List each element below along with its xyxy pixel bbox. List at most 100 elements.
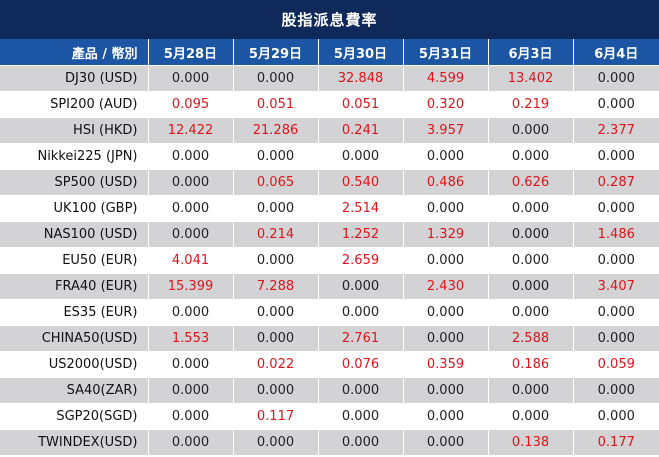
rate-cell: 0.000 [318, 273, 404, 300]
rate-cell: 3.407 [573, 273, 659, 300]
rate-cell: 0.000 [318, 143, 404, 170]
table-row: SP500 (USD) 0.000 0.065 0.540 0.486 0.626 0.28… [0, 169, 659, 196]
rate-cell: 0.000 [233, 377, 319, 404]
product-cell: ES35 (EUR) [0, 299, 149, 326]
rate-cell: 0.000 [233, 65, 319, 92]
rate-cell: 13.402 [488, 65, 574, 92]
column-header-date: 5月31日 [403, 39, 489, 66]
rate-cell: 0.000 [573, 299, 659, 326]
table-body: DJ30 (USD) 0.000 0.000 32.848 4.599 13.402 0.0… [0, 65, 659, 455]
table-row: EU50 (EUR) 4.041 0.000 2.659 0.000 0.000 0.000 [0, 247, 659, 274]
rate-cell: 2.514 [318, 195, 404, 222]
table-row: ES35 (EUR) 0.000 0.000 0.000 0.000 0.000 0.000 [0, 299, 659, 326]
rate-cell: 0.214 [233, 221, 319, 248]
rate-cell: 1.329 [403, 221, 489, 248]
product-cell: US2000(USD) [0, 351, 149, 378]
rate-cell: 0.000 [403, 429, 489, 455]
rate-cell: 0.000 [488, 273, 574, 300]
rate-cell: 0.051 [318, 91, 404, 118]
rate-cell: 0.051 [233, 91, 319, 118]
rate-cell: 0.000 [318, 429, 404, 455]
rate-cell: 0.000 [318, 299, 404, 326]
rate-cell: 0.000 [403, 403, 489, 430]
table-row: SGP20(SGD) 0.000 0.117 0.000 0.000 0.000 0.000 [0, 403, 659, 430]
rate-cell: 0.000 [148, 299, 234, 326]
rate-cell: 0.000 [233, 247, 319, 274]
rate-cell: 0.000 [403, 143, 489, 170]
rate-cell: 0.000 [318, 403, 404, 430]
product-cell: NAS100 (USD) [0, 221, 149, 248]
rate-cell: 0.000 [488, 195, 574, 222]
rate-cell: 0.000 [148, 429, 234, 455]
rate-cell: 0.000 [573, 65, 659, 92]
rate-cell: 0.000 [148, 403, 234, 430]
rate-cell: 0.000 [573, 143, 659, 170]
rate-cell: 0.000 [233, 325, 319, 352]
rate-cell: 0.076 [318, 351, 404, 378]
rate-cell: 0.000 [233, 299, 319, 326]
rate-cell: 0.287 [573, 169, 659, 196]
rate-cell: 0.000 [488, 143, 574, 170]
column-header-product: 產品 / 幣別 [0, 39, 149, 66]
rate-cell: 0.000 [148, 143, 234, 170]
rate-cell: 0.320 [403, 91, 489, 118]
rate-cell: 0.000 [488, 299, 574, 326]
rate-cell: 0.000 [573, 247, 659, 274]
table-row: UK100 (GBP) 0.000 0.000 2.514 0.000 0.000 0.00… [0, 195, 659, 222]
rate-cell: 0.059 [573, 351, 659, 378]
rate-cell: 0.000 [488, 247, 574, 274]
rate-cell: 0.626 [488, 169, 574, 196]
rate-cell: 0.000 [488, 117, 574, 144]
table-row: US2000(USD) 0.000 0.022 0.076 0.359 0.186 0.05… [0, 351, 659, 378]
column-header-date: 5月29日 [233, 39, 319, 66]
rate-cell: 0.219 [488, 91, 574, 118]
rate-cell: 2.377 [573, 117, 659, 144]
rate-cell: 0.000 [573, 195, 659, 222]
table-row: CHINA50(USD) 1.553 0.000 2.761 0.000 2.588 0.0… [0, 325, 659, 352]
rate-cell: 0.186 [488, 351, 574, 378]
rate-cell: 1.486 [573, 221, 659, 248]
column-header-date: 6月4日 [573, 39, 659, 66]
product-cell: TWINDEX(USD) [0, 429, 149, 455]
rate-cell: 0.000 [403, 247, 489, 274]
rate-cell: 7.288 [233, 273, 319, 300]
table-row: HSI (HKD) 12.422 21.286 0.241 3.957 0.000 2.37… [0, 117, 659, 144]
rate-cell: 2.761 [318, 325, 404, 352]
product-cell: DJ30 (USD) [0, 65, 149, 92]
rate-cell: 0.000 [573, 403, 659, 430]
product-cell: Nikkei225 (JPN) [0, 143, 149, 170]
rate-cell: 15.399 [148, 273, 234, 300]
rate-cell: 0.540 [318, 169, 404, 196]
rate-cell: 0.000 [233, 143, 319, 170]
rate-cell: 0.000 [573, 325, 659, 352]
rate-cell: 0.000 [148, 351, 234, 378]
product-cell: EU50 (EUR) [0, 247, 149, 274]
column-header-date: 6月3日 [488, 39, 574, 66]
rate-cell: 0.177 [573, 429, 659, 455]
rate-cell: 0.000 [148, 65, 234, 92]
rate-cell: 1.252 [318, 221, 404, 248]
product-cell: UK100 (GBP) [0, 195, 149, 222]
rate-cell: 0.000 [148, 195, 234, 222]
dividend-rate-table: 產品 / 幣別 5月28日 5月29日 5月30日 5月31日 6月3日 6月4… [0, 39, 659, 455]
rate-cell: 0.065 [233, 169, 319, 196]
rate-cell: 12.422 [148, 117, 234, 144]
rate-cell: 4.041 [148, 247, 234, 274]
rate-cell: 0.000 [488, 403, 574, 430]
table-row: SPI200 (AUD) 0.095 0.051 0.051 0.320 0.219 0.0… [0, 91, 659, 118]
rate-cell: 0.000 [488, 221, 574, 248]
page-title: 股指派息費率 [0, 0, 659, 39]
rate-cell: 0.000 [148, 169, 234, 196]
rate-cell: 0.095 [148, 91, 234, 118]
rate-cell: 0.000 [403, 195, 489, 222]
rate-cell: 0.241 [318, 117, 404, 144]
rate-cell: 0.000 [148, 377, 234, 404]
rate-cell: 0.000 [233, 429, 319, 455]
rate-cell: 2.588 [488, 325, 574, 352]
page-title-text: 股指派息費率 [281, 11, 378, 29]
product-cell: SPI200 (AUD) [0, 91, 149, 118]
product-cell: SGP20(SGD) [0, 403, 149, 430]
rate-cell: 2.659 [318, 247, 404, 274]
table-row: TWINDEX(USD) 0.000 0.000 0.000 0.000 0.138 0.1… [0, 429, 659, 455]
rate-cell: 0.486 [403, 169, 489, 196]
